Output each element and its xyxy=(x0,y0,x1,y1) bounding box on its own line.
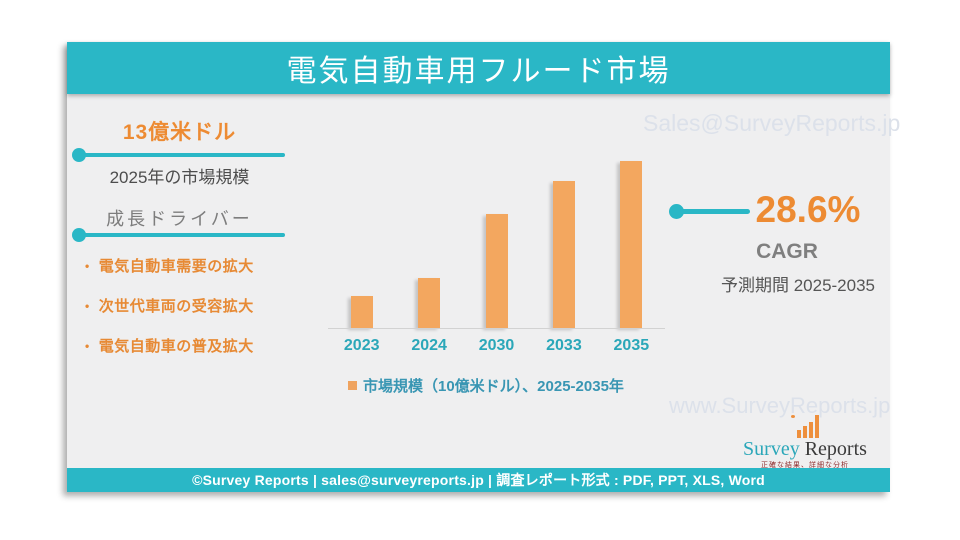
market-size-value: 13億米ドル xyxy=(122,121,237,144)
footer-bar: ©Survey Reports | sales@surveyreports.jp… xyxy=(67,468,890,492)
bar-slot xyxy=(530,161,597,328)
cagr-pointer-line xyxy=(669,204,750,219)
driver-item: 次世代車両の受容拡大 xyxy=(85,298,300,316)
growth-drivers-list: 電気自動車需要の拡大 次世代車両の受容拡大 電気自動車の普及拡大 xyxy=(85,258,300,378)
driver-item: 電気自動車の普及拡大 xyxy=(85,338,300,356)
bar-group xyxy=(328,161,665,328)
cagr-forecast-period: 予測期間 2025-2035 xyxy=(720,276,876,295)
x-label-2033: 2033 xyxy=(546,337,582,354)
footer-text: ©Survey Reports | sales@surveyreports.jp… xyxy=(192,472,765,488)
growth-drivers-title: 成長ドライバー xyxy=(106,209,253,229)
market-size-label: 2025年の市場規模 xyxy=(109,168,250,187)
survey-reports-logo: Survey Reports 正確な結果、詳細な分析 xyxy=(705,414,905,470)
chart-legend: 市場規模（10億米ドル）、2025-2035年 xyxy=(348,375,624,396)
logo-name-secondary: Reports xyxy=(804,438,867,460)
legend-label: 市場規模（10億米ドル）、2025-2035年 xyxy=(363,378,624,395)
cagr-label: CAGR xyxy=(756,240,818,263)
x-label-2035: 2035 xyxy=(613,337,650,354)
x-label-2030: 2030 xyxy=(478,337,515,354)
bar-slot xyxy=(598,161,665,328)
page-title: 電気自動車用フルード市場 xyxy=(286,55,671,88)
x-label-2023: 2023 xyxy=(343,337,380,354)
x-axis-line xyxy=(328,328,665,329)
logo-name-primary: Survey xyxy=(743,438,800,460)
divider-line-bottom xyxy=(72,228,285,242)
driver-item: 電気自動車需要の拡大 xyxy=(85,258,300,276)
cagr-value: 28.6% xyxy=(755,189,861,230)
watermark-website: www.SurveyReports.jp xyxy=(669,393,891,418)
bar-slot xyxy=(395,161,462,328)
x-label-2024: 2024 xyxy=(411,337,447,354)
bar-2030 xyxy=(485,214,508,328)
logo-tagline: 正確な結果、詳細な分析 xyxy=(761,462,849,469)
bar-2035 xyxy=(620,161,643,328)
bar-chart-icon xyxy=(705,414,905,438)
bar-2023 xyxy=(350,296,373,328)
watermark-sales-email: Sales@SurveyReports.jp xyxy=(643,110,901,136)
divider-line-top xyxy=(72,148,285,162)
x-axis-labels: 2023 2024 2030 2033 2035 xyxy=(328,337,665,355)
title-bar: 電気自動車用フルード市場 xyxy=(67,42,890,94)
logo-icon-dot xyxy=(791,415,795,418)
content-block: 電気自動車用フルード市場 Sales@SurveyReports.jp www.… xyxy=(67,42,900,492)
bar-2033 xyxy=(552,181,575,328)
legend-swatch-icon xyxy=(348,381,357,390)
bar-slot xyxy=(463,161,530,328)
main-area: Sales@SurveyReports.jp www.SurveyReports… xyxy=(67,94,900,469)
bar-slot xyxy=(328,161,395,328)
logo-name: Survey Reports xyxy=(705,439,905,459)
bar-2024 xyxy=(418,277,441,328)
